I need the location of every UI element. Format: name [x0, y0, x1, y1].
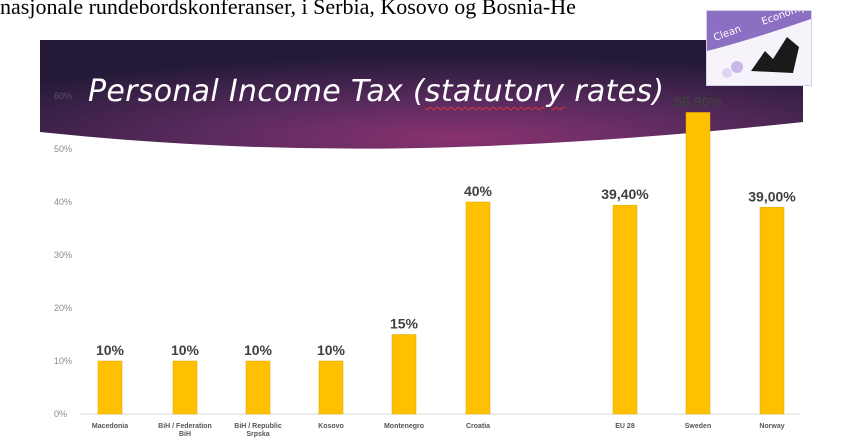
- clean-economy-logo: Clean Economy: [706, 10, 812, 86]
- slide-title: Personal Income Tax (statutory rates): [88, 74, 664, 109]
- x-tick-label: BiH / Federation: [158, 423, 212, 430]
- y-tick-label: 0%: [54, 409, 67, 419]
- x-tick-label: Norway: [759, 423, 784, 430]
- bar: [172, 360, 198, 415]
- shirt-icon: [751, 37, 799, 73]
- data-label: 10%: [96, 342, 125, 358]
- bar: [465, 201, 491, 415]
- y-tick-label: 10%: [54, 356, 72, 366]
- x-tick-label: EU 28: [615, 423, 635, 430]
- data-label: 39,40%: [601, 186, 649, 202]
- y-tick-label: 20%: [54, 303, 72, 313]
- data-label: 10%: [317, 342, 346, 358]
- bar: [685, 112, 711, 415]
- x-tick-label: Montenegro: [384, 423, 424, 430]
- x-tick-label: Kosovo: [318, 423, 344, 430]
- slide-title-part: Personal Income Tax (: [88, 74, 425, 109]
- slide-title-banner: [40, 40, 803, 149]
- y-tick-label: 50%: [54, 144, 72, 154]
- data-label: 15%: [390, 316, 419, 332]
- data-label: 40%: [464, 183, 493, 199]
- x-tick-label: Sweden: [685, 423, 711, 430]
- y-tick-label: 40%: [54, 197, 72, 207]
- x-tick-label: BiH: [179, 431, 191, 438]
- x-tick-label: BiH / Republic: [234, 423, 282, 430]
- data-label: 39,00%: [748, 188, 796, 204]
- x-tick-label: Srpska: [246, 431, 269, 438]
- bar: [391, 334, 417, 415]
- data-label: 10%: [244, 342, 273, 358]
- sock-icon: [731, 61, 743, 73]
- data-label: 10%: [171, 342, 200, 358]
- bar: [97, 360, 123, 415]
- data-label: 56,90%: [674, 93, 722, 109]
- bar: [759, 207, 785, 415]
- y-tick-label: 30%: [54, 250, 72, 260]
- x-tick-label: Croatia: [466, 423, 490, 430]
- page-caption-text: nasjonale rundebordskonferanser, i Serbi…: [0, 0, 576, 19]
- bar: [612, 204, 638, 415]
- bar: [318, 360, 344, 415]
- x-tick-label: Macedonia: [92, 423, 128, 430]
- slide-title-part-end: rates): [564, 74, 665, 109]
- y-tick-label: 60%: [54, 91, 72, 101]
- bar: [245, 360, 271, 415]
- slide-title-underlined: statutory: [424, 74, 565, 109]
